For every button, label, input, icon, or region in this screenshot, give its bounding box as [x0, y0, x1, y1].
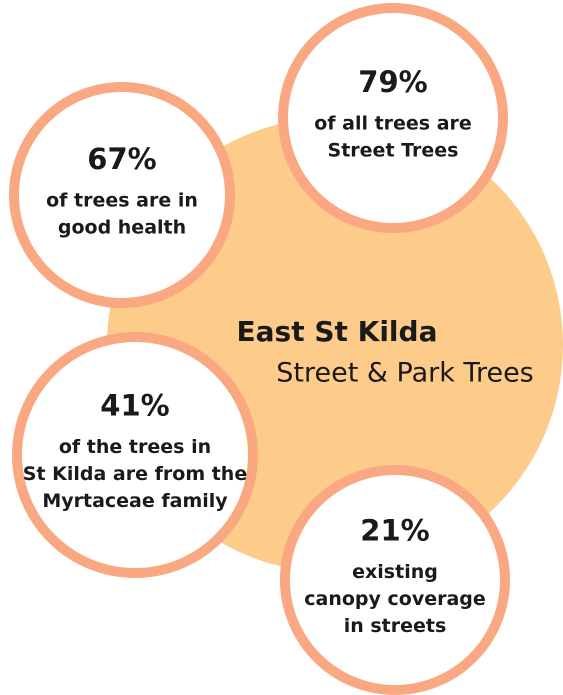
stat-text: in streets — [344, 615, 447, 637]
stat-text: of trees are in — [46, 190, 198, 212]
stat-text: good health — [58, 217, 186, 239]
stat-text: canopy coverage — [304, 588, 486, 610]
stat-text: Street Trees — [328, 140, 459, 162]
stat-circle — [12, 332, 258, 578]
title: East St Kilda — [237, 315, 438, 348]
stat-text: existing — [352, 561, 438, 583]
stat-value: 21% — [360, 514, 429, 548]
stat-circle — [278, 3, 508, 233]
stat-text: Myrtaceae family — [42, 490, 228, 512]
stat-value: 41% — [100, 389, 169, 423]
stat-value: 79% — [358, 65, 427, 99]
stat-text: of the trees in — [59, 436, 211, 458]
stat-circle — [9, 82, 235, 308]
stat-circle — [280, 465, 510, 695]
stat-text: of all trees are — [314, 113, 472, 135]
stat-text: St Kilda are from the — [23, 463, 247, 485]
stat-value: 67% — [87, 142, 156, 176]
subtitle: Street & Park Trees — [276, 358, 534, 389]
